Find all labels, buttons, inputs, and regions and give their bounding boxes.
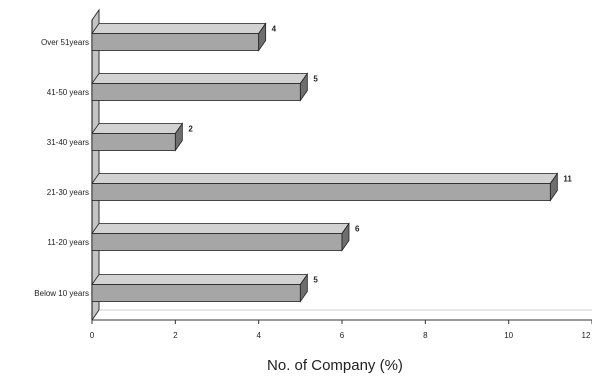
left-wall — [91, 8, 100, 322]
x-tick-label-0: 0 — [90, 331, 95, 340]
bar-5 — [91, 222, 350, 252]
value-label-3: 2 — [188, 125, 193, 134]
x-tick-label-4: 4 — [256, 331, 261, 340]
bar-front-face-5 — [91, 233, 343, 251]
bar-3 — [91, 122, 184, 152]
bar-top-face-2 — [91, 73, 309, 84]
x-tick-label-10: 10 — [504, 331, 513, 340]
value-label-2: 5 — [313, 75, 318, 84]
value-label-5: 6 — [355, 225, 360, 234]
bar-side-face-6 — [299, 273, 308, 303]
bar-side-face-3 — [174, 122, 183, 152]
bars — [91, 22, 559, 303]
category-label-5: 11-20 years — [47, 238, 89, 247]
value-label-1: 4 — [272, 25, 277, 34]
bar-front-face-2 — [91, 83, 301, 101]
x-axis-title: No. of Company (%) — [267, 357, 403, 374]
back-wall — [91, 8, 100, 322]
category-label-2: 41-50 years — [47, 88, 89, 97]
bar-2 — [91, 72, 309, 102]
bar-front-face-6 — [91, 284, 301, 302]
bar-top-face-1 — [91, 23, 267, 34]
bar-1 — [91, 22, 267, 52]
bar-front-face-1 — [91, 33, 260, 51]
category-label-6: Below 10 years — [34, 289, 89, 298]
x-tick-label-8: 8 — [423, 331, 428, 340]
bar-side-face-2 — [299, 72, 308, 102]
bar-top-face-5 — [91, 223, 350, 234]
x-tick-label-2: 2 — [173, 331, 178, 340]
bar-front-face-3 — [91, 133, 176, 151]
bar-side-face-5 — [341, 222, 350, 252]
x-tick-label-12: 12 — [582, 331, 591, 340]
bar-side-face-4 — [549, 172, 558, 202]
bar-top-face-4 — [91, 173, 559, 184]
category-label-1: Over 51years — [41, 38, 89, 47]
category-label-3: 31-40 years — [47, 138, 89, 147]
x-axis: 0 2 4 6 8 10 12 — [90, 309, 592, 340]
bar-4 — [91, 172, 559, 202]
bar-top-face-6 — [91, 274, 309, 285]
labels: Over 51years 4 41-50 years 5 31-40 years 2 21-… — [34, 25, 572, 299]
x-tick-label-6: 6 — [340, 331, 345, 340]
bar-front-face-4 — [91, 183, 551, 201]
bar-side-face-1 — [258, 22, 267, 52]
value-label-4: 11 — [563, 175, 572, 184]
category-label-4: 21-30 years — [47, 188, 89, 197]
bar-6 — [91, 273, 309, 303]
bar-top-face-3 — [91, 123, 184, 134]
value-label-6: 5 — [313, 276, 318, 285]
